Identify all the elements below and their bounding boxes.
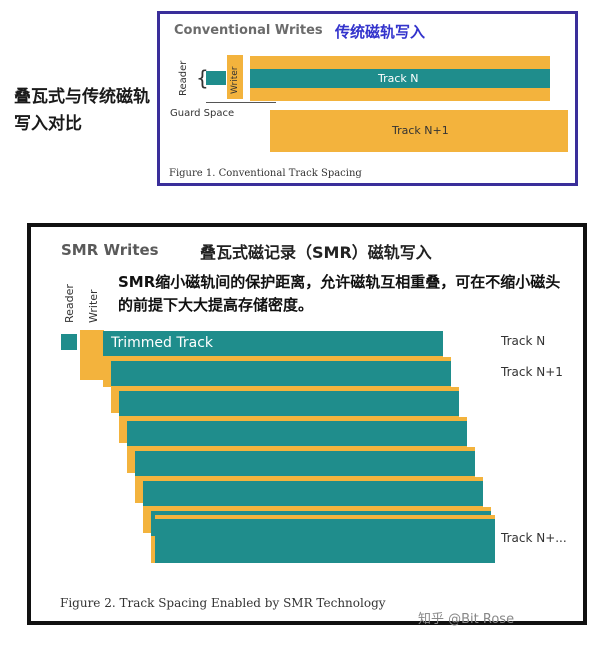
track-n1-label: Track N+1 <box>392 124 449 137</box>
figure-conventional: Conventional Writes 传统磁轨写入 Reader { Writ… <box>157 11 578 186</box>
conventional-title-cn: 传统磁轨写入 <box>335 23 426 41</box>
figure1-caption: Figure 1. Conventional Track Spacing <box>169 168 362 179</box>
track-n-label: Track N <box>378 72 419 85</box>
side-title: 叠瓦式与传统磁轨写入对比 <box>14 87 150 134</box>
track-teal <box>127 421 467 446</box>
trimmed-track <box>103 331 443 356</box>
watermark: 知乎 @Bit Rose <box>418 612 515 627</box>
smr-description: SMR缩小磁轨间的保护距离，允许磁轨互相重叠，可在不缩小磁头的前提下大大提高存储… <box>118 273 561 314</box>
guard-line <box>206 102 276 103</box>
track-teal <box>135 451 475 476</box>
smr-writer-head <box>80 330 104 380</box>
reader-brace: { <box>196 66 209 90</box>
track-teal <box>119 391 459 416</box>
writer-label: Writer <box>230 66 240 94</box>
smr-track-n1-label: Track N+1 <box>501 365 563 379</box>
figure2-caption: Figure 2. Track Spacing Enabled by SMR T… <box>60 596 386 610</box>
smr-reader-label: Reader <box>63 284 76 323</box>
track-n1-bar <box>270 110 568 152</box>
track-teal <box>143 481 483 506</box>
smr-title: SMR Writes <box>61 241 159 259</box>
reader-head <box>206 71 226 85</box>
guard-space-label: Guard Space <box>170 108 235 119</box>
track-teal <box>111 361 451 386</box>
conventional-title: Conventional Writes <box>174 23 323 38</box>
figure-smr: SMR Writes 叠瓦式磁记录（SMR）磁轨写入 SMR缩小磁轨间的保护距离… <box>27 223 587 625</box>
reader-label: Reader <box>178 60 189 96</box>
trimmed-track-label: Trimmed Track <box>111 335 213 351</box>
track-n-core <box>250 69 550 88</box>
writer-head <box>227 55 243 99</box>
smr-track-n-label: Track N <box>501 334 546 348</box>
smr-title-cn: 叠瓦式磁记录（SMR）磁轨写入 <box>200 243 432 262</box>
smr-reader-head <box>61 334 77 350</box>
track-teal-last <box>155 519 495 563</box>
smr-track-n-more-label: Track N+... <box>501 531 567 545</box>
smr-writer-label: Writer <box>87 289 100 323</box>
